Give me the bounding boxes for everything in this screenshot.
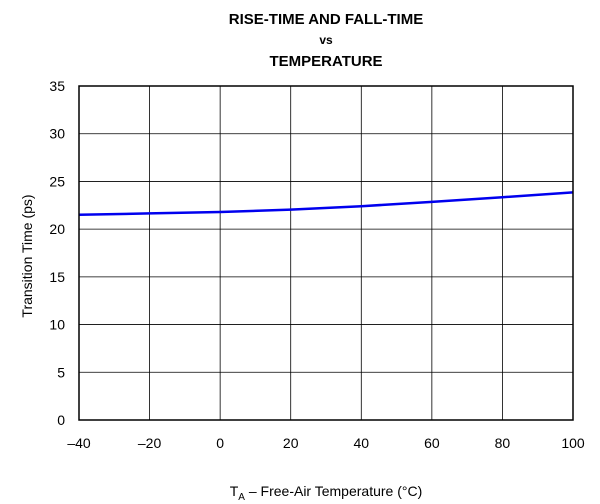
y-tick-label: 5 <box>57 364 65 380</box>
y-tick-label: 0 <box>57 412 65 428</box>
y-tick-label: 30 <box>49 126 65 142</box>
chart-title-line-3: TEMPERATURE <box>269 53 382 70</box>
chart-title-line-2: vs <box>319 33 333 47</box>
plot-frame <box>78 85 574 421</box>
x-axis-label-subscript: A <box>238 492 245 503</box>
x-tick-label: 60 <box>424 435 440 451</box>
y-tick-label: 35 <box>49 78 65 94</box>
y-tick-label: 20 <box>49 221 65 237</box>
y-tick-label: 10 <box>49 317 65 333</box>
y-tick-label: 15 <box>49 269 65 285</box>
chart-title: RISE-TIME AND FALL-TIME vs TEMPERATURE <box>229 11 423 70</box>
x-tick-label: 40 <box>353 435 369 451</box>
x-axis-label: TA – Free-Air Temperature (°C) <box>230 483 423 503</box>
series-group <box>78 191 574 217</box>
chart-title-line-1: RISE-TIME AND FALL-TIME <box>229 11 423 28</box>
grid <box>78 85 574 421</box>
x-axis-label-rest: – Free-Air Temperature (°C) <box>245 483 422 499</box>
x-axis-label-main: T <box>230 483 239 499</box>
x-tick-label: –40 <box>67 435 91 451</box>
series-line <box>78 191 574 217</box>
x-tick-label: 0 <box>216 435 224 451</box>
y-tick-label: 25 <box>49 173 65 189</box>
x-tick-label: 20 <box>283 435 299 451</box>
y-axis-label: Transition Time (ps) <box>19 194 35 317</box>
tick-labels: –40 –20 0 20 40 60 80 100 0 5 10 15 20 25 30 35 <box>49 78 584 451</box>
x-tick-label: 100 <box>561 435 585 451</box>
x-tick-label: –20 <box>138 435 162 451</box>
x-tick-label: 80 <box>495 435 511 451</box>
